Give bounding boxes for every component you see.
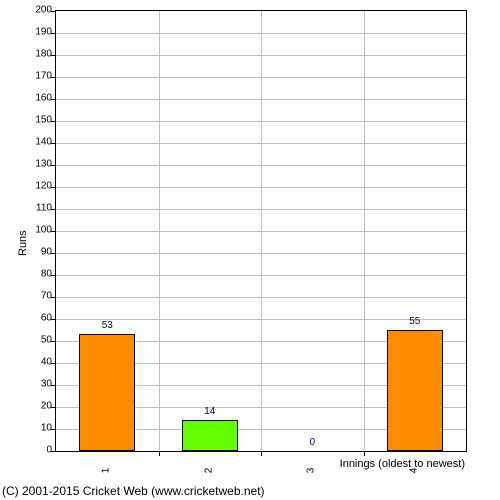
y-tick-label: 30 [22,379,52,390]
x-tick-mark [159,451,160,456]
y-tick-label: 100 [22,225,52,236]
y-tick-label: 40 [22,357,52,368]
x-axis-label: Innings (oldest to newest) [340,458,465,470]
y-tick-label: 10 [22,423,52,434]
bar [387,330,443,451]
y-tick-label: 70 [22,291,52,302]
y-tick-label: 130 [22,159,52,170]
x-tick-label: 1 [101,461,112,481]
y-tick-label: 190 [22,27,52,38]
bar [182,420,238,451]
y-tick-label: 110 [22,203,52,214]
x-tick-mark [364,451,365,456]
y-tick-label: 60 [22,313,52,324]
y-tick-label: 180 [22,49,52,60]
grid-line-v [159,11,160,451]
bar-value-label: 55 [409,316,420,327]
y-tick-label: 20 [22,401,52,412]
grid-line-v [364,11,365,451]
y-tick-label: 50 [22,335,52,346]
y-tick-label: 200 [22,5,52,16]
y-tick-label: 160 [22,93,52,104]
plot-area: 53 14 0 55 [55,10,467,452]
x-tick-label: 3 [306,461,317,481]
y-tick-label: 170 [22,71,52,82]
copyright-text: (C) 2001-2015 Cricket Web (www.cricketwe… [2,484,265,498]
grid-line-v [261,11,262,451]
y-tick-label: 90 [22,247,52,258]
y-tick-label: 140 [22,137,52,148]
bar-value-label: 14 [204,406,215,417]
y-tick-label: 120 [22,181,52,192]
y-tick-label: 80 [22,269,52,280]
x-tick-mark [261,451,262,456]
x-tick-label: 2 [203,461,214,481]
bar [79,334,135,451]
bar-value-label: 53 [102,320,113,331]
bar-value-label: 0 [309,437,315,448]
y-tick-label: 0 [22,445,52,456]
chart-container: 5314055 Runs Innings (oldest to newest) … [0,0,500,500]
x-tick-label: 4 [408,461,419,481]
y-tick-label: 150 [22,115,52,126]
